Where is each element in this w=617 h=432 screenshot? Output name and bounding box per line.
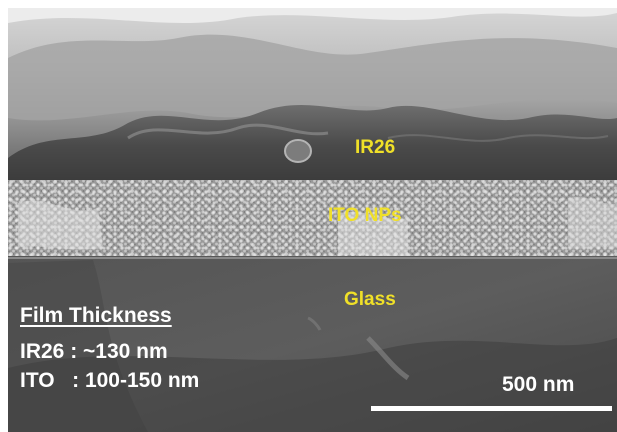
ir26-layer-label: IR26 — [355, 137, 396, 158]
ir26-thickness: IR26 : ~130 nm — [20, 340, 168, 363]
film-thickness-heading: Film Thickness — [20, 304, 172, 327]
sem-micrograph: IR26 ITO NPs Glass Film Thickness IR26 :… — [8, 8, 617, 432]
ito-thickness: ITO : 100-150 nm — [20, 369, 200, 392]
sem-image — [8, 8, 617, 432]
scale-bar-line — [371, 406, 612, 411]
glass-layer-label: Glass — [344, 289, 396, 310]
ito-layer-label: ITO NPs — [328, 205, 402, 226]
scale-bar-label: 500 nm — [502, 373, 575, 396]
